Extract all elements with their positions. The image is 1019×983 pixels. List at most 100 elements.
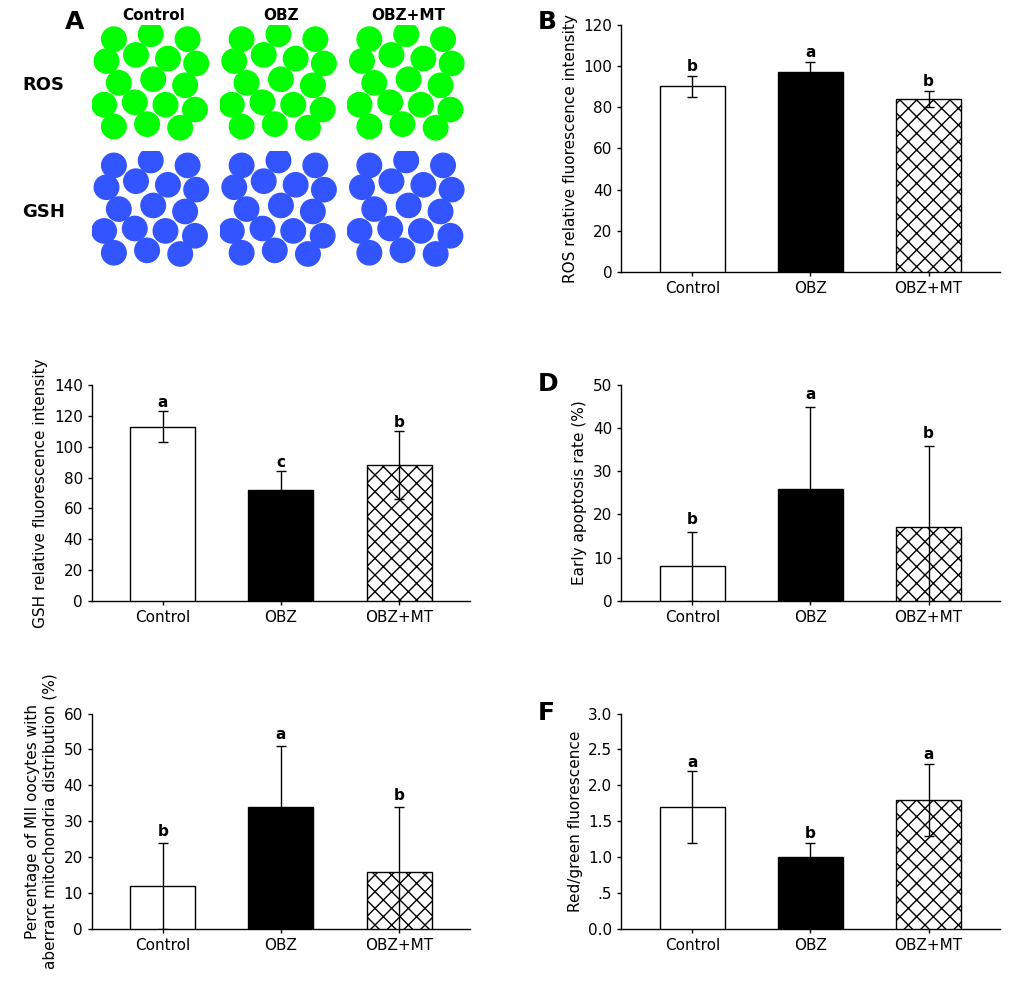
Text: a: a	[157, 395, 168, 410]
Circle shape	[409, 219, 433, 243]
Bar	[249, 807, 313, 929]
Circle shape	[346, 92, 372, 117]
Text: a: a	[275, 727, 286, 742]
Bar	[659, 566, 725, 601]
Text: a: a	[687, 755, 697, 770]
Circle shape	[139, 23, 163, 46]
Bar	[896, 800, 960, 929]
Circle shape	[183, 51, 208, 76]
Text: ROS: ROS	[22, 77, 65, 94]
Circle shape	[390, 238, 415, 262]
Circle shape	[106, 71, 131, 95]
Circle shape	[438, 224, 463, 248]
Circle shape	[234, 197, 259, 221]
Circle shape	[122, 90, 147, 114]
Circle shape	[250, 90, 274, 114]
Circle shape	[378, 216, 403, 241]
Text: D: D	[538, 373, 558, 396]
Bar	[777, 857, 842, 929]
Bar	[659, 87, 725, 272]
Circle shape	[280, 92, 305, 117]
Circle shape	[296, 116, 320, 140]
Text: GSH: GSH	[21, 202, 65, 220]
Circle shape	[139, 148, 163, 173]
Y-axis label: Early apoptosis rate (%): Early apoptosis rate (%)	[572, 400, 587, 585]
Bar	[777, 489, 842, 601]
Circle shape	[362, 197, 386, 221]
Circle shape	[379, 169, 404, 194]
Circle shape	[301, 200, 325, 224]
Circle shape	[106, 197, 131, 221]
Circle shape	[423, 116, 447, 140]
Text: a: a	[804, 44, 815, 60]
Circle shape	[102, 114, 126, 139]
Circle shape	[303, 153, 327, 178]
Circle shape	[379, 43, 404, 67]
Circle shape	[94, 175, 118, 200]
Circle shape	[411, 46, 435, 71]
Circle shape	[229, 114, 254, 139]
Circle shape	[141, 67, 165, 91]
Circle shape	[390, 112, 415, 137]
Circle shape	[175, 153, 200, 178]
Bar	[659, 807, 725, 929]
Circle shape	[183, 178, 208, 202]
Circle shape	[234, 71, 259, 95]
Text: b: b	[922, 74, 933, 88]
Circle shape	[283, 173, 308, 197]
Circle shape	[409, 92, 433, 117]
Circle shape	[229, 27, 254, 51]
Circle shape	[312, 178, 336, 202]
Bar	[896, 527, 960, 601]
Y-axis label: Red/green fluorescence: Red/green fluorescence	[567, 730, 582, 912]
Circle shape	[135, 238, 159, 262]
Circle shape	[172, 73, 198, 97]
Circle shape	[423, 242, 447, 266]
Circle shape	[266, 148, 290, 173]
Circle shape	[229, 241, 254, 264]
Bar	[366, 872, 431, 929]
Text: a: a	[922, 747, 933, 763]
Text: a: a	[804, 387, 815, 402]
Circle shape	[122, 216, 147, 241]
Text: B: B	[538, 10, 556, 33]
Circle shape	[310, 224, 334, 248]
Circle shape	[182, 97, 207, 122]
Circle shape	[229, 153, 254, 178]
Circle shape	[94, 49, 118, 73]
Circle shape	[396, 67, 421, 91]
Text: b: b	[393, 415, 405, 430]
Text: b: b	[393, 788, 405, 803]
Circle shape	[92, 92, 116, 117]
Circle shape	[102, 241, 126, 264]
Circle shape	[428, 200, 452, 224]
Circle shape	[350, 49, 374, 73]
Circle shape	[357, 241, 381, 264]
Circle shape	[411, 173, 435, 197]
Circle shape	[153, 92, 177, 117]
Bar	[249, 490, 313, 601]
Circle shape	[312, 51, 336, 76]
Circle shape	[362, 71, 386, 95]
Circle shape	[280, 219, 305, 243]
Circle shape	[393, 23, 418, 46]
Y-axis label: GSH relative fluorescence intensity: GSH relative fluorescence intensity	[34, 358, 48, 628]
Circle shape	[396, 194, 421, 217]
Circle shape	[102, 27, 126, 51]
Circle shape	[428, 73, 452, 97]
Circle shape	[266, 23, 290, 46]
Circle shape	[123, 43, 148, 67]
Circle shape	[262, 238, 286, 262]
Circle shape	[156, 46, 180, 71]
Circle shape	[175, 27, 200, 51]
Title: OBZ: OBZ	[263, 9, 299, 24]
Circle shape	[430, 27, 454, 51]
Text: c: c	[276, 455, 285, 470]
Circle shape	[310, 97, 334, 122]
Circle shape	[123, 169, 148, 194]
Circle shape	[262, 112, 286, 137]
Circle shape	[135, 112, 159, 137]
Bar	[777, 72, 842, 272]
Circle shape	[378, 90, 403, 114]
Circle shape	[393, 148, 418, 173]
